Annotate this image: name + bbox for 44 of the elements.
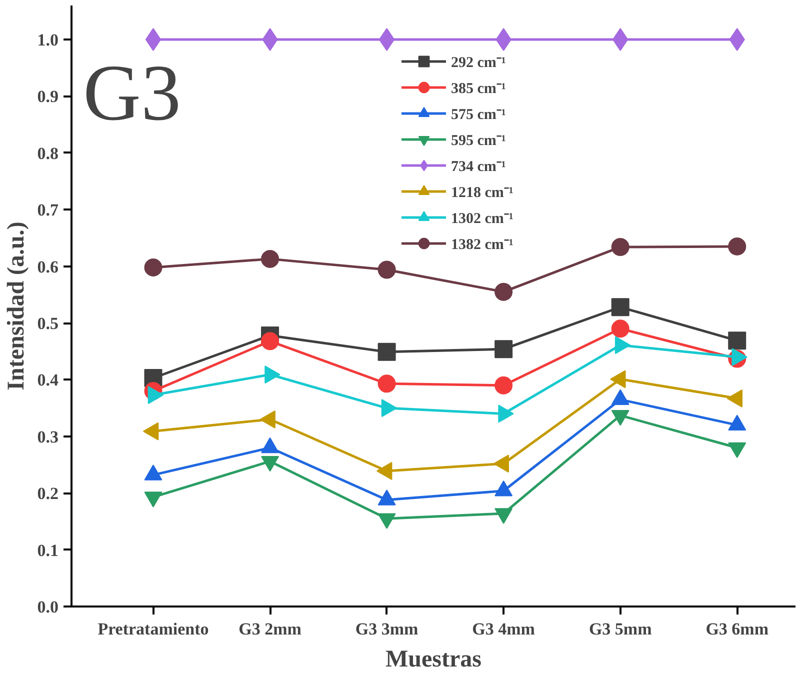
point — [145, 28, 162, 52]
legend-label: 292 cm⁻¹ — [451, 54, 506, 72]
legend-label: 1302 cm⁻¹ — [451, 210, 514, 228]
annotation: G3 — [83, 50, 181, 138]
y-tick-label: 0.6 — [37, 257, 58, 276]
x-tick-label: Pretratamiento — [98, 620, 209, 638]
y-tick-label: 0.4 — [37, 370, 59, 390]
x-tick-label: G3 2mm — [238, 620, 302, 638]
legend-label: 1382 cm⁻¹ — [451, 236, 514, 254]
x-tick-label: G3 5mm — [588, 620, 652, 638]
point — [611, 320, 630, 338]
legend-label: 575 cm⁻¹ — [451, 106, 506, 124]
x-tick-label: G3 4mm — [472, 620, 535, 638]
point — [611, 298, 630, 316]
point — [378, 28, 395, 52]
y-tick-label: 1.0 — [37, 30, 58, 50]
x-axis-title: Muestras — [386, 646, 482, 672]
point — [728, 332, 746, 350]
y-tick-label: 0.7 — [37, 200, 59, 220]
point — [494, 340, 513, 358]
legend-label: 1218 cm⁻¹ — [451, 184, 514, 202]
y-tick-label: 0.9 — [37, 87, 58, 106]
y-tick-label: 0.8 — [37, 144, 58, 163]
legend-label: 595 cm⁻¹ — [451, 132, 506, 150]
point — [261, 250, 280, 268]
point — [144, 258, 162, 276]
x-tick-label: G3 6mm — [706, 620, 769, 638]
y-tick-label: 0.1 — [37, 540, 58, 560]
point — [261, 332, 280, 350]
x-tick-label: G3 3mm — [355, 620, 418, 638]
y-tick-label: 0.0 — [37, 598, 58, 616]
point — [494, 282, 513, 301]
y-tick-label: 0.3 — [37, 427, 58, 446]
point — [378, 374, 396, 393]
y-tick-label: 0.5 — [37, 314, 58, 334]
y-tick-label: 0.2 — [37, 484, 58, 504]
point — [611, 238, 630, 256]
point — [378, 342, 396, 361]
y-axis-title: Intensidad (a.u.) — [3, 222, 30, 390]
point — [378, 260, 396, 279]
point — [494, 376, 513, 394]
point — [728, 237, 746, 256]
legend-label: 385 cm⁻¹ — [451, 80, 506, 98]
legend-label: 734 cm⁻¹ — [451, 158, 506, 176]
